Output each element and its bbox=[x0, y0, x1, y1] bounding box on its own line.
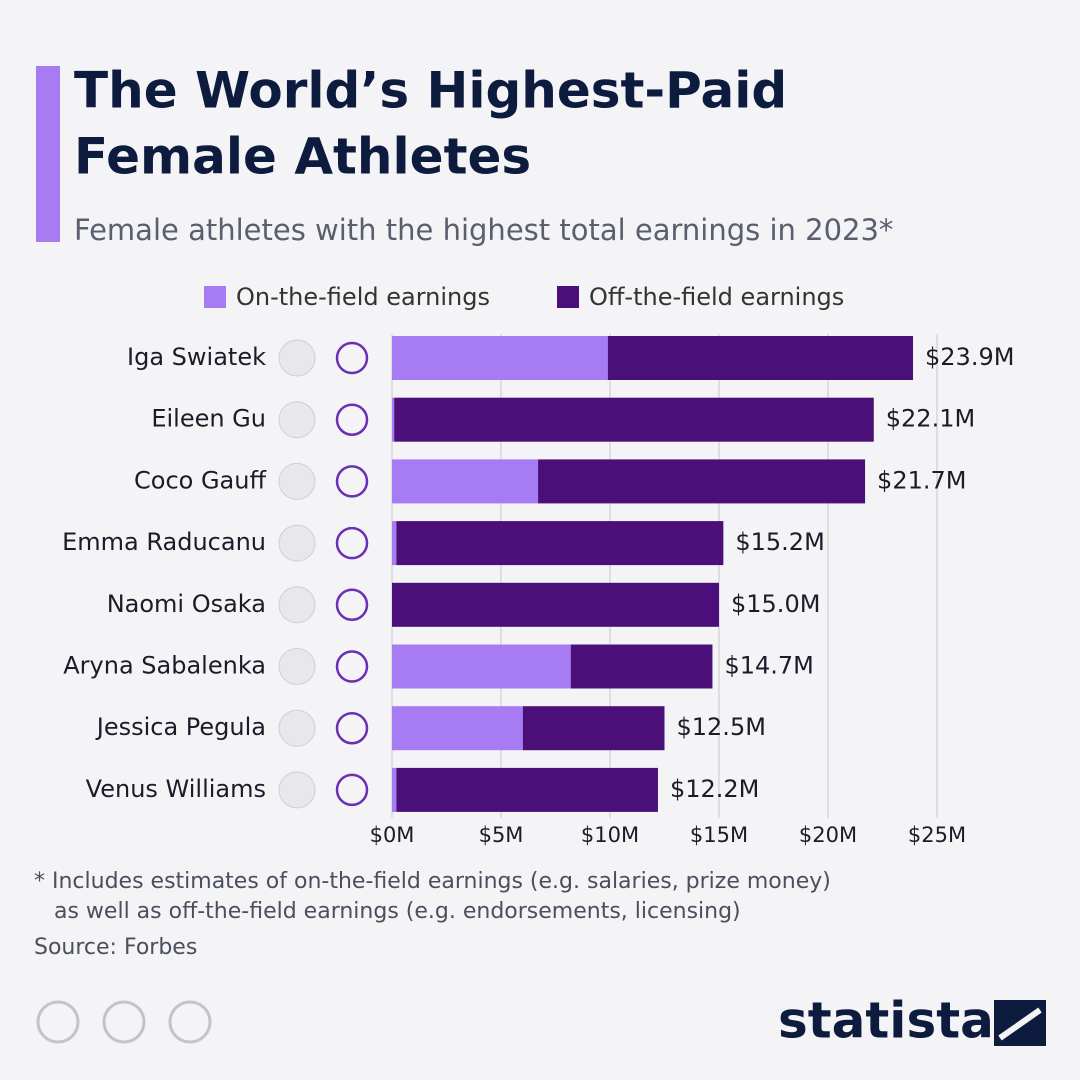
chart-title: The World’s Highest-Paid bbox=[74, 62, 787, 120]
brand-logo bbox=[998, 1007, 1042, 1041]
bar-segment bbox=[570, 644, 713, 689]
y-tick-label: Coco Gauff bbox=[134, 466, 266, 494]
bar-segment bbox=[392, 336, 608, 380]
bar-segment bbox=[392, 459, 539, 504]
x-tick-label: $10M bbox=[581, 823, 639, 847]
flag bbox=[278, 339, 316, 377]
total-label: $12.2M bbox=[670, 775, 759, 803]
x-tick-label: $0M bbox=[370, 823, 415, 847]
flag bbox=[278, 648, 316, 685]
flag bbox=[278, 462, 316, 500]
total-label: $22.1M bbox=[886, 405, 975, 433]
sport-icon bbox=[335, 650, 369, 683]
sport-icon bbox=[335, 526, 369, 560]
legend-swatch bbox=[557, 286, 579, 308]
sport-icon bbox=[335, 588, 369, 622]
bar-segment bbox=[538, 459, 866, 504]
brand: statista bbox=[778, 992, 994, 1050]
bar-segment bbox=[396, 767, 658, 812]
y-tick-label: Eileen Gu bbox=[151, 405, 266, 433]
flag bbox=[278, 401, 316, 439]
total-label: $14.7M bbox=[724, 652, 813, 680]
sport-icon bbox=[335, 403, 369, 436]
x-tick-label: $15M bbox=[690, 823, 748, 847]
bar-segment bbox=[522, 706, 665, 751]
license-icons bbox=[36, 1000, 212, 1044]
footnote: * Includes estimates of on-the-field ear… bbox=[34, 869, 831, 894]
y-tick-label: Naomi Osaka bbox=[107, 590, 266, 618]
chart-subtitle: Female athletes with the highest total e… bbox=[74, 213, 893, 247]
total-label: $21.7M bbox=[877, 466, 966, 494]
sport-icon bbox=[335, 773, 369, 807]
legend-swatch bbox=[204, 286, 226, 308]
bar-segment bbox=[607, 336, 914, 380]
total-label: $15.0M bbox=[731, 590, 820, 618]
bar-segment bbox=[392, 767, 397, 812]
bar-segment bbox=[392, 644, 571, 689]
flag bbox=[278, 524, 316, 562]
bar-segment bbox=[396, 521, 724, 566]
bar-segment bbox=[392, 397, 395, 442]
source: Source: Forbes bbox=[34, 935, 197, 960]
footnote: as well as off-the-field earnings (e.g. … bbox=[54, 899, 741, 924]
flag bbox=[278, 709, 316, 747]
bar-segment bbox=[394, 397, 874, 442]
total-label: $12.5M bbox=[677, 713, 766, 741]
bar-segment bbox=[392, 582, 719, 627]
chart-title: Female Athletes bbox=[74, 128, 531, 186]
x-tick-label: $5M bbox=[479, 823, 524, 847]
bar-segment bbox=[392, 706, 523, 751]
flag bbox=[278, 771, 316, 809]
x-tick-label: $20M bbox=[799, 823, 857, 847]
flag bbox=[278, 586, 316, 624]
legend-label: On-the-field earnings bbox=[236, 283, 490, 311]
x-tick-label: $25M bbox=[908, 823, 966, 847]
sport-icon bbox=[335, 465, 369, 498]
total-label: $15.2M bbox=[735, 528, 824, 556]
y-tick-label: Emma Raducanu bbox=[62, 528, 266, 556]
title-accent bbox=[36, 66, 60, 242]
legend-label: Off-the-field earnings bbox=[589, 283, 844, 311]
y-tick-label: Aryna Sabalenka bbox=[63, 652, 266, 680]
total-label: $23.9M bbox=[925, 343, 1014, 371]
sport-icon bbox=[335, 711, 369, 745]
y-tick-label: Iga Swiatek bbox=[127, 343, 266, 371]
sport-icon bbox=[335, 341, 369, 375]
y-tick-label: Jessica Pegula bbox=[95, 713, 266, 741]
y-tick-label: Venus Williams bbox=[86, 775, 266, 803]
bar-segment bbox=[392, 521, 397, 566]
